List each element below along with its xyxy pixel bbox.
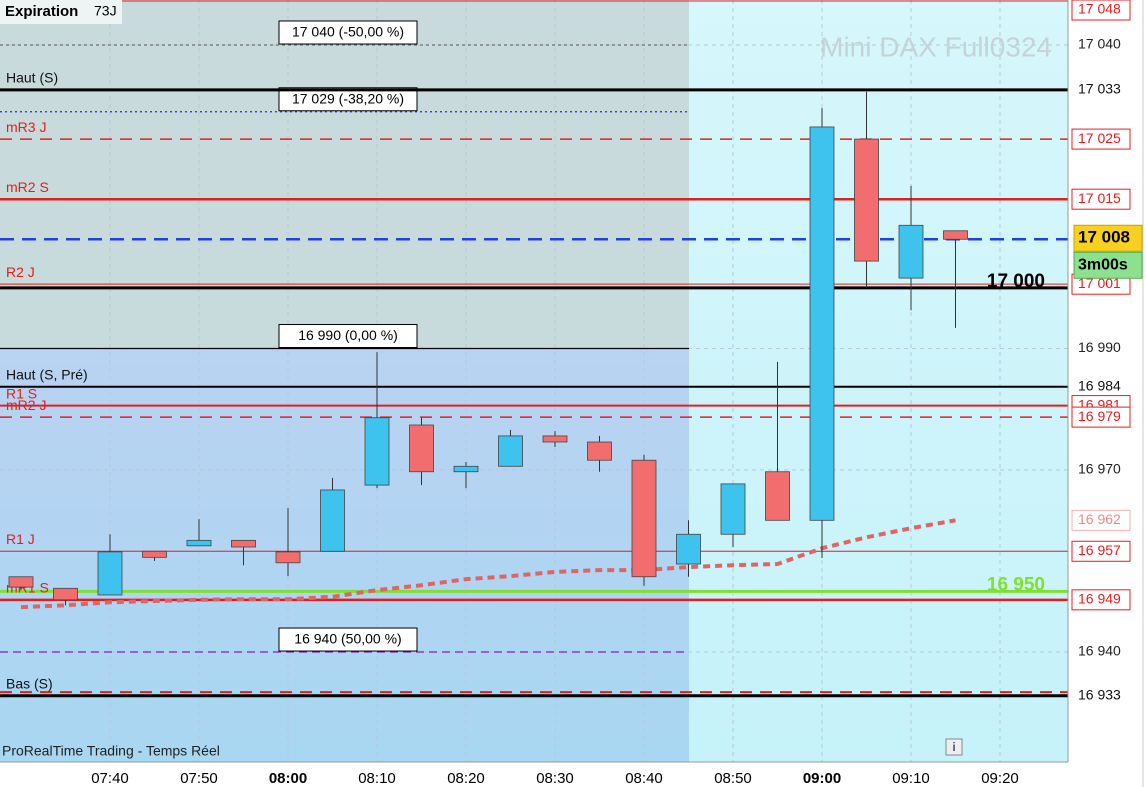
level-value-box bbox=[1071, 540, 1131, 562]
candle-body bbox=[676, 533, 701, 565]
level-value-label: 17 025 bbox=[1078, 130, 1121, 146]
level-label: R2 J bbox=[6, 264, 35, 280]
fib-label-box bbox=[278, 20, 418, 45]
candle-body bbox=[364, 417, 390, 486]
level-label: R1 S bbox=[6, 385, 37, 401]
candle-body bbox=[854, 138, 879, 262]
current-price-label: 17 008 bbox=[1078, 228, 1130, 247]
timer-box bbox=[1073, 251, 1143, 279]
level-value-label: 16 979 bbox=[1078, 408, 1121, 424]
level-value-box bbox=[1071, 128, 1131, 150]
candle-body bbox=[8, 576, 34, 588]
info-icon-glyph: i bbox=[952, 740, 955, 754]
level-value-label: 16 984 bbox=[1078, 377, 1121, 393]
timer-label: 3m00s bbox=[1078, 256, 1128, 273]
x-tick-label: 08:00 bbox=[269, 770, 307, 787]
level-value-box bbox=[1071, 0, 1131, 21]
level-label: mR3 J bbox=[6, 119, 46, 135]
x-tick-label: 08:30 bbox=[536, 770, 574, 787]
candle-body bbox=[898, 224, 924, 279]
x-tick-label: 08:50 bbox=[714, 770, 752, 787]
candle-body bbox=[142, 550, 167, 558]
x-tick-label: 08:20 bbox=[447, 770, 485, 787]
x-tick-label: 07:50 bbox=[180, 770, 218, 787]
level-big-label: 17 000 bbox=[987, 271, 1045, 292]
candle-body bbox=[765, 471, 790, 521]
session-background bbox=[689, 0, 1068, 762]
candle-body bbox=[409, 424, 434, 473]
fib-label: 17 040 (-50,00 %) bbox=[292, 24, 404, 40]
info-icon[interactable] bbox=[945, 738, 963, 756]
level-value-box bbox=[1071, 406, 1131, 428]
level-label: Haut (S) bbox=[6, 70, 58, 86]
level-value-label: 16 933 bbox=[1078, 686, 1121, 702]
candle-body bbox=[943, 230, 968, 240]
x-tick-label: 08:40 bbox=[625, 770, 663, 787]
level-value-label: 17 048 bbox=[1078, 1, 1121, 17]
y-tick-label: 16 970 bbox=[1078, 461, 1121, 477]
level-value-box bbox=[1071, 589, 1131, 611]
fib-label-box bbox=[278, 627, 418, 652]
x-tick-label: 07:40 bbox=[91, 770, 129, 787]
candle-body bbox=[320, 489, 345, 552]
expiration-box bbox=[0, 0, 122, 24]
level-value-label: 16 949 bbox=[1078, 591, 1121, 607]
candle-body bbox=[587, 441, 612, 461]
fib-label: 16 940 (50,00 %) bbox=[294, 631, 401, 647]
y-tick-label: 17 040 bbox=[1078, 36, 1121, 52]
candle-body bbox=[231, 539, 256, 548]
chart-title: Mini DAX Full0324 bbox=[820, 31, 1052, 62]
ma-value-label: 16 962 bbox=[1078, 511, 1121, 527]
fib-label: 16 990 (0,00 %) bbox=[298, 327, 398, 343]
candle-body bbox=[542, 435, 568, 443]
candle-body bbox=[275, 551, 301, 564]
expiration-value: 73J bbox=[94, 3, 117, 19]
level-value-box bbox=[1072, 79, 1130, 100]
level-label: mR2 J bbox=[6, 397, 46, 413]
current-price-box bbox=[1073, 224, 1143, 252]
time-axis bbox=[0, 762, 1068, 787]
level-value-label: 17 001 bbox=[1078, 275, 1121, 291]
level-big-label: 16 950 bbox=[987, 574, 1045, 595]
ma-value-box bbox=[1071, 509, 1131, 531]
level-value-box bbox=[1072, 376, 1130, 397]
x-tick-label: 08:10 bbox=[358, 770, 396, 787]
x-tick-label: 09:20 bbox=[981, 770, 1019, 787]
candle-body bbox=[97, 551, 123, 596]
level-label: Haut (S, Pré) bbox=[6, 366, 88, 382]
expiration-label: Expiration bbox=[5, 3, 78, 20]
level-label: Bas (S) bbox=[6, 675, 53, 691]
y-tick-label: 16 990 bbox=[1078, 339, 1121, 355]
candle-body bbox=[631, 459, 657, 578]
level-label: mR2 S bbox=[6, 179, 49, 195]
moving-average bbox=[20, 518, 956, 610]
fib-label: 17 029 (-38,20 %) bbox=[292, 90, 404, 106]
level-value-box bbox=[1072, 685, 1130, 706]
candle-body bbox=[453, 465, 479, 473]
x-tick-label: 09:00 bbox=[803, 770, 841, 787]
level-value-label: 17 033 bbox=[1078, 81, 1121, 97]
candle-body bbox=[809, 126, 835, 521]
candle-body bbox=[720, 483, 746, 535]
y-tick-label: 16 940 bbox=[1078, 643, 1121, 659]
candle-body bbox=[186, 539, 212, 547]
candle-body bbox=[498, 435, 523, 467]
level-value-box bbox=[1071, 188, 1131, 210]
x-tick-label: 09:10 bbox=[892, 770, 930, 787]
fib-label-box bbox=[278, 324, 418, 349]
footer: ProRealTime Trading - Temps Réel bbox=[2, 743, 220, 759]
level-value-label: 17 015 bbox=[1078, 190, 1121, 206]
level-label: R1 J bbox=[6, 531, 35, 547]
fib-zone bbox=[0, 0, 689, 349]
level-value-label: 16 957 bbox=[1078, 542, 1121, 558]
fib-label-box bbox=[278, 87, 418, 112]
candle-body bbox=[53, 587, 78, 601]
